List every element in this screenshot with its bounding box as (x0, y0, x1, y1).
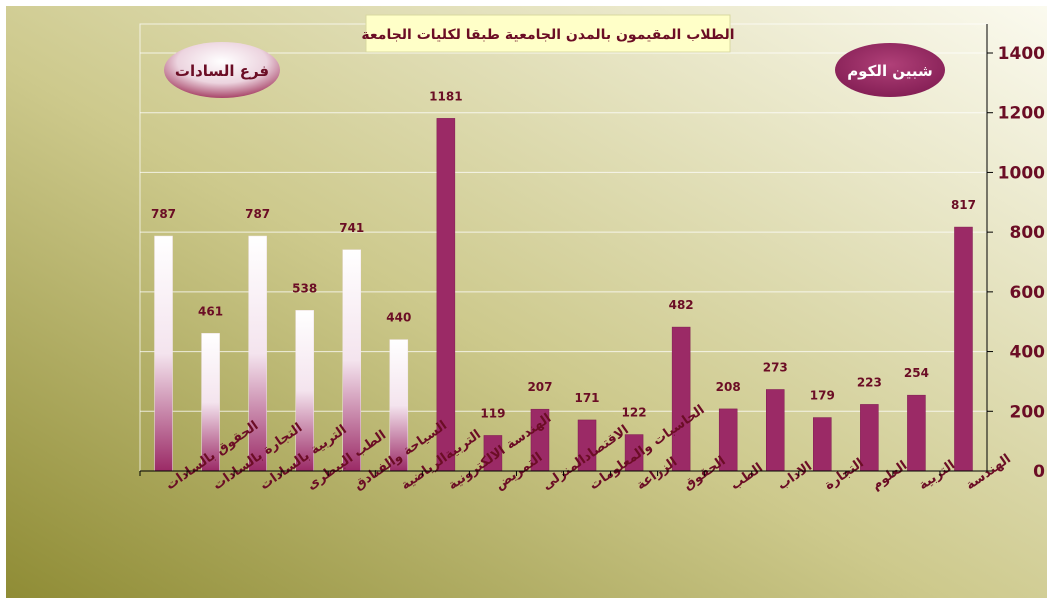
data-label: 440 (386, 311, 411, 325)
data-label: 1181 (429, 89, 462, 103)
data-label: 171 (574, 391, 599, 405)
data-label: 787 (151, 207, 176, 221)
bar (813, 417, 832, 472)
data-label: 482 (669, 298, 694, 312)
legend-sadat-label: فرع السادات (175, 62, 269, 80)
data-label: 179 (810, 389, 835, 403)
bar (671, 326, 691, 472)
bar (860, 404, 879, 472)
data-label: 122 (622, 406, 647, 420)
data-label: 254 (904, 366, 929, 380)
data-label: 207 (527, 380, 552, 394)
data-label: 273 (763, 360, 788, 374)
data-label: 538 (292, 281, 317, 295)
bar (907, 394, 926, 472)
data-label: 223 (857, 375, 882, 389)
data-label: 119 (480, 406, 505, 420)
value-labels: 787 461 787 538 741 440 1181 119 207 171 122 482 208… (151, 89, 976, 420)
data-label: 461 (198, 304, 223, 318)
y-tick-label: 400 (1010, 343, 1046, 363)
chart-title: الطلاب المقيمون بالمدن الجامعية طبقا لكل… (361, 27, 734, 43)
bar (342, 249, 361, 472)
y-tick-label: 600 (1010, 283, 1046, 303)
bars (154, 118, 973, 472)
data-label: 817 (951, 198, 976, 212)
y-tick-label: 0 (1033, 462, 1045, 482)
y-tick-label: 1200 (998, 104, 1045, 124)
legend-sadat: فرع السادات (164, 42, 280, 98)
data-label: 741 (339, 221, 364, 235)
y-tick-label: 1000 (998, 163, 1045, 183)
y-tick-label: 1400 (998, 44, 1045, 64)
y-axis-ticks: 0 200 400 600 800 1000 1200 1400 (987, 44, 1045, 482)
bar (766, 389, 785, 472)
bar (954, 226, 973, 472)
bar (154, 235, 173, 472)
legend-shebin: شبين الكوم (835, 43, 945, 97)
y-tick-label: 200 (1010, 402, 1046, 422)
chart-background (6, 6, 1047, 598)
y-tick-label: 800 (1010, 223, 1046, 243)
data-label: 787 (245, 207, 270, 221)
chart-title-box: الطلاب المقيمون بالمدن الجامعية طبقا لكل… (361, 14, 735, 53)
data-label: 208 (716, 380, 741, 394)
gridlines (140, 52, 987, 412)
legend-shebin-label: شبين الكوم (847, 62, 933, 80)
